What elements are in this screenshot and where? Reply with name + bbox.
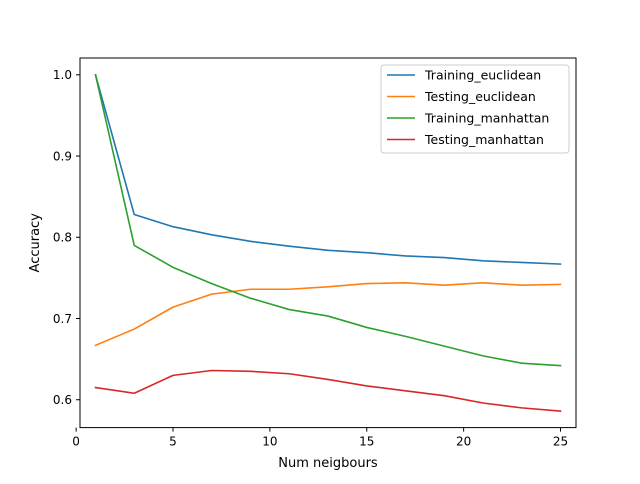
- legend: Training_euclidean Testing_euclidean Train…: [380, 64, 570, 154]
- y-tick-label: 0.9: [53, 149, 72, 163]
- x-axis-ticks: 0 5 10 15 20 25: [72, 427, 568, 449]
- y-tick-label: 1.0: [53, 68, 72, 82]
- plot-area-frame: [79, 57, 577, 429]
- legend-label: Testing_euclidean: [424, 89, 536, 104]
- y-tick-label: 0.6: [53, 393, 72, 407]
- series-layer: [94, 73, 562, 412]
- x-axis-label: Num neigbours: [278, 456, 378, 471]
- y-tick-label: 0.7: [53, 312, 72, 326]
- y-axis-label: Accuracy: [28, 213, 43, 273]
- legend-box: [380, 64, 570, 154]
- legend-label: Testing_manhattan: [424, 132, 544, 147]
- series-line-testing-manhattan: [94, 369, 562, 412]
- x-tick-label: 5: [169, 435, 177, 449]
- x-tick-label: 20: [456, 435, 471, 449]
- x-tick-label: 15: [359, 435, 374, 449]
- x-tick-label: 10: [262, 435, 277, 449]
- y-axis-ticks: 0.6 0.7 0.8 0.9 1.0: [53, 68, 80, 407]
- legend-label: Training_manhattan: [424, 111, 549, 126]
- x-tick-label: 25: [553, 435, 568, 449]
- series-line-training-manhattan: [94, 73, 562, 367]
- series-line-training-euclidean: [94, 73, 562, 265]
- legend-label: Training_euclidean: [424, 68, 541, 83]
- series-line-testing-euclidean: [94, 281, 562, 347]
- y-tick-label: 0.8: [53, 231, 72, 245]
- x-tick-label: 0: [72, 435, 80, 449]
